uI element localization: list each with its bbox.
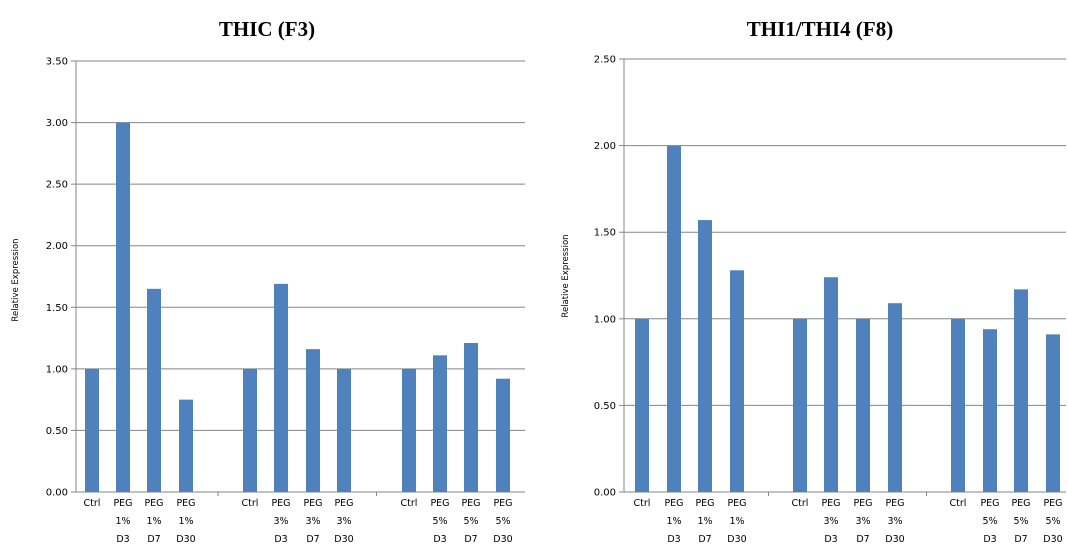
bar: [402, 368, 416, 492]
y-tick-label: 2.50: [594, 55, 616, 66]
bar: [635, 318, 649, 492]
x-tick-label: PEG 3% D30: [334, 498, 353, 545]
bar: [730, 270, 744, 492]
bar: [337, 368, 351, 492]
x-tick-label: PEG 5% D3: [980, 498, 999, 545]
x-tick-label: PEG 1% D7: [695, 498, 714, 545]
y-tick-label: 2.00: [46, 241, 68, 252]
bar: [824, 277, 838, 492]
y-tick-label: 0.00: [46, 488, 68, 499]
y-tick-label: 3.50: [46, 57, 68, 68]
x-tick-label: PEG 5% D7: [1011, 498, 1030, 545]
y-axis-label: Relative Expression: [11, 238, 21, 321]
y-tick-label: 1.50: [594, 228, 616, 239]
x-tick-label: PEG 3% D7: [853, 498, 872, 545]
bar: [243, 368, 257, 492]
chart-thi1-thi4: THI1/THI4 (F8) Relative Expression 0.00 0…: [561, 17, 1066, 545]
bar: [274, 283, 288, 492]
bar: [496, 378, 510, 492]
bar: [464, 342, 478, 492]
bar: [983, 329, 997, 492]
y-tick-label: 1.00: [46, 364, 68, 375]
y-tick-label: 0.50: [594, 401, 616, 412]
x-tick-label: PEG 3% D30: [885, 498, 904, 545]
x-tick-label: PEG 3% D3: [821, 498, 840, 545]
x-tick-label: Ctrl: [242, 498, 259, 509]
x-tick-label: PEG 1% D3: [664, 498, 683, 545]
x-tick-label: Ctrl: [950, 498, 967, 509]
y-tick-label: 3.00: [46, 118, 68, 129]
x-tick-label: PEG 1% D30: [176, 498, 195, 545]
x-tick-label: PEG 5% D30: [1043, 498, 1062, 545]
x-tick-label: PEG 1% D3: [113, 498, 132, 545]
y-tick-label: 0.00: [594, 488, 616, 499]
bar: [116, 122, 130, 493]
bar: [147, 288, 161, 492]
bar: [793, 318, 807, 492]
bar: [179, 399, 193, 492]
y-axis-label: Relative Expression: [561, 234, 571, 317]
x-tick-label: PEG 5% D3: [430, 498, 449, 545]
x-tick-label: Ctrl: [634, 498, 651, 509]
bar: [698, 220, 712, 493]
x-tick-label: Ctrl: [84, 498, 101, 509]
x-tick-label: PEG 3% D3: [271, 498, 290, 545]
y-tick-label: 1.00: [594, 314, 616, 325]
chart-title: THI1/THI4 (F8): [747, 17, 893, 41]
y-tick-label: 2.50: [46, 180, 68, 191]
bar: [85, 368, 99, 492]
x-tick-label: Ctrl: [401, 498, 418, 509]
x-tick-label: Ctrl: [792, 498, 809, 509]
bar: [1014, 289, 1028, 492]
bar: [856, 318, 870, 492]
x-tick-label: PEG 3% D7: [303, 498, 322, 545]
bar: [888, 303, 902, 492]
y-tick-label: 2.00: [594, 141, 616, 152]
chart-title: THIC (F3): [219, 17, 315, 41]
y-tick-label: 0.50: [46, 426, 68, 437]
x-tick-label: PEG 5% D30: [493, 498, 512, 545]
bar: [1046, 334, 1060, 492]
x-tick-label: PEG 1% D30: [727, 498, 746, 545]
bar: [951, 318, 965, 492]
bar: [433, 355, 447, 492]
x-tick-label: PEG 5% D7: [461, 498, 480, 545]
chart-thic: THIC (F3) Relative Expression 0.00 0.50 1.…: [11, 17, 525, 545]
y-tick-label: 1.50: [46, 303, 68, 314]
x-tick-label: PEG 1% D7: [144, 498, 163, 545]
bar: [667, 145, 681, 492]
bar: [306, 349, 320, 492]
